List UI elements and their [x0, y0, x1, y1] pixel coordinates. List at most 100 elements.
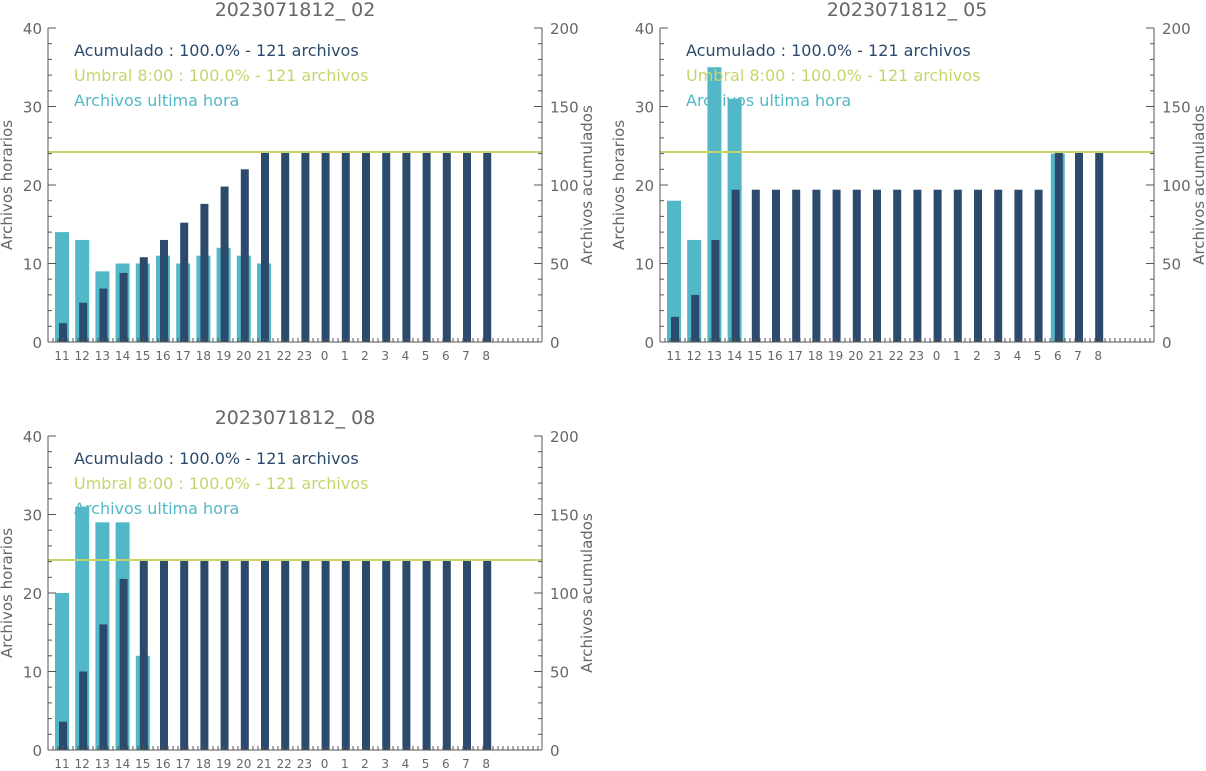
hourly-bar — [667, 200, 681, 342]
cumulative-bar — [812, 189, 821, 342]
left-tick-label: 40 — [23, 20, 42, 38]
left-tick-label: 10 — [23, 256, 42, 274]
right-tick-label: 50 — [550, 664, 569, 682]
right-tick-label: 200 — [550, 20, 579, 38]
x-tick-label: 8 — [482, 757, 490, 771]
x-tick-label: 7 — [1074, 349, 1082, 363]
cumulative-bar — [321, 560, 330, 750]
cumulative-bar — [180, 222, 189, 342]
cumulative-bar — [483, 152, 492, 342]
x-tick-label: 13 — [707, 349, 722, 363]
cumulative-bar — [751, 189, 760, 342]
cumulative-bar — [382, 560, 391, 750]
right-tick-label: 150 — [550, 507, 579, 525]
left-tick-label: 40 — [23, 428, 42, 446]
x-tick-label: 14 — [115, 349, 130, 363]
x-tick-label: 1 — [953, 349, 961, 363]
cumulative-bar — [463, 560, 471, 750]
cumulative-bar — [442, 152, 451, 342]
cumulative-bar — [220, 560, 229, 750]
cumulative-bar — [852, 189, 861, 342]
cumulative-bar — [402, 560, 411, 750]
chart-title: 2023071812_ 08 — [215, 407, 376, 429]
x-tick-label: 21 — [868, 349, 883, 363]
cumulative-bar — [59, 721, 67, 750]
right-tick-label: 50 — [550, 256, 569, 274]
cumulative-bar — [341, 152, 350, 342]
right-tick-label: 0 — [1162, 334, 1172, 352]
x-tick-label: 12 — [687, 349, 702, 363]
left-axis-title: Archivos horarios — [610, 120, 628, 250]
x-tick-label: 5 — [422, 757, 430, 771]
cumulative-bar — [362, 152, 370, 342]
x-tick-label: 12 — [75, 757, 90, 771]
legend-entry: Archivos ultima hora — [686, 91, 851, 110]
cumulative-bar — [402, 152, 411, 342]
left-tick-label: 0 — [32, 334, 42, 352]
x-tick-label: 16 — [155, 757, 170, 771]
legend-entry: Archivos ultima hora — [74, 499, 239, 518]
cumulative-bar — [422, 560, 431, 750]
left-tick-label: 20 — [635, 177, 654, 195]
x-tick-label: 22 — [889, 349, 904, 363]
legend-entry: Umbral 8:00 : 100.0% - 121 archivos — [74, 66, 368, 85]
x-tick-label: 17 — [176, 349, 191, 363]
x-tick-label: 4 — [402, 349, 410, 363]
cumulative-bar — [261, 560, 269, 750]
right-tick-label: 100 — [550, 177, 579, 195]
left-tick-label: 40 — [635, 20, 654, 38]
x-tick-label: 15 — [747, 349, 762, 363]
x-tick-label: 2 — [361, 757, 369, 771]
x-tick-label: 2 — [361, 349, 369, 363]
left-tick-label: 0 — [32, 742, 42, 760]
x-tick-label: 3 — [993, 349, 1001, 363]
cumulative-bar — [994, 189, 1003, 342]
x-tick-label: 8 — [482, 349, 490, 363]
cumulative-bar — [160, 239, 168, 342]
cumulative-bar — [321, 152, 330, 342]
legend-entry: Acumulado : 100.0% - 121 archivos — [74, 41, 359, 60]
cumulative-bar — [422, 152, 431, 342]
x-tick-label: 13 — [95, 757, 110, 771]
cumulative-bar — [1034, 189, 1043, 342]
legend-entry: Umbral 8:00 : 100.0% - 121 archivos — [74, 474, 368, 493]
x-tick-label: 15 — [135, 757, 150, 771]
x-tick-label: 17 — [788, 349, 803, 363]
x-tick-label: 8 — [1094, 349, 1102, 363]
x-tick-label: 12 — [75, 349, 90, 363]
cumulative-bar — [99, 288, 108, 342]
left-tick-label: 30 — [635, 99, 654, 117]
right-axis-title: Archivos acumulados — [578, 513, 596, 673]
x-tick-label: 0 — [321, 757, 329, 771]
x-tick-label: 23 — [297, 349, 312, 363]
x-tick-label: 11 — [666, 349, 681, 363]
x-tick-label: 6 — [442, 349, 450, 363]
right-tick-label: 150 — [550, 99, 579, 117]
cumulative-bar — [483, 560, 492, 750]
cumulative-bar — [261, 152, 269, 342]
legend-entry: Acumulado : 100.0% - 121 archivos — [686, 41, 971, 60]
hourly-bar — [55, 232, 69, 342]
x-tick-label: 3 — [381, 757, 389, 771]
legend-entry: Umbral 8:00 : 100.0% - 121 archivos — [686, 66, 980, 85]
cumulative-bar — [711, 239, 720, 342]
cumulative-bar — [362, 560, 370, 750]
x-tick-label: 22 — [277, 757, 292, 771]
right-axis-title: Archivos acumulados — [1190, 105, 1206, 265]
left-axis-title: Archivos horarios — [0, 528, 16, 658]
legend-entry: Archivos ultima hora — [74, 91, 239, 110]
left-axis-title: Archivos horarios — [0, 120, 16, 250]
right-axis-title: Archivos acumulados — [578, 105, 596, 265]
x-tick-label: 16 — [155, 349, 170, 363]
cumulative-bar — [281, 560, 290, 750]
left-tick-label: 10 — [635, 256, 654, 274]
right-tick-label: 200 — [550, 428, 579, 446]
x-tick-label: 2 — [973, 349, 981, 363]
x-tick-label: 20 — [236, 349, 251, 363]
cumulative-bar — [119, 578, 128, 750]
x-tick-label: 4 — [1014, 349, 1022, 363]
x-tick-label: 20 — [236, 757, 251, 771]
cumulative-bar — [301, 560, 310, 750]
x-tick-label: 18 — [196, 349, 211, 363]
